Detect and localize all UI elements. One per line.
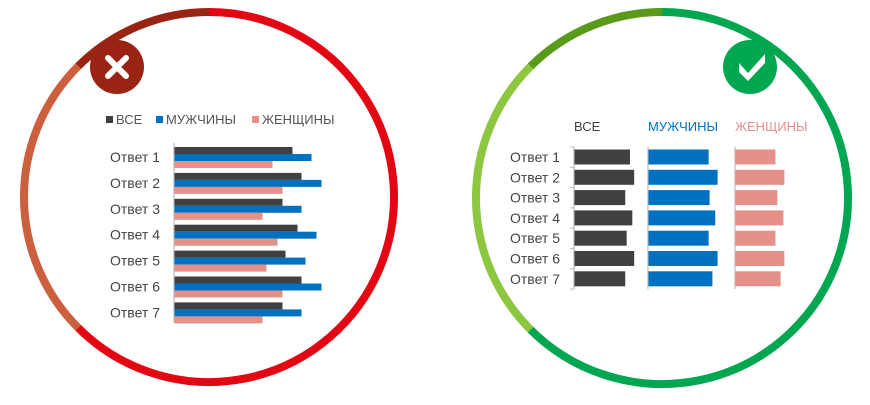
bar bbox=[574, 149, 630, 165]
bar bbox=[174, 309, 302, 317]
category-label: Ответ 2 bbox=[110, 175, 160, 191]
bar bbox=[174, 154, 312, 161]
bad-ring-segment-left bbox=[20, 63, 82, 331]
bar bbox=[574, 230, 627, 246]
bar bbox=[174, 147, 293, 154]
bar bbox=[648, 190, 710, 206]
category-label: Ответ 6 bbox=[110, 279, 160, 295]
category-label: Ответ 6 bbox=[510, 251, 560, 267]
bar bbox=[648, 210, 716, 226]
good-ring-segment-main bbox=[527, 8, 852, 388]
bad-ring-segment-main bbox=[75, 8, 398, 386]
bar bbox=[174, 316, 263, 324]
legend-swatch bbox=[106, 116, 113, 123]
bar bbox=[174, 231, 317, 239]
bar bbox=[174, 224, 298, 232]
bar bbox=[574, 210, 633, 226]
bar bbox=[174, 302, 283, 310]
bad-example-panel: ВСЕ МУЖЧИНЫ ЖЕНЩИНЫ Ответ 1 Ответ 2 Ответ 3 От… bbox=[20, 8, 398, 386]
column-header: ВСЕ bbox=[574, 119, 601, 134]
bar bbox=[574, 190, 626, 206]
good-ring-segment-top bbox=[527, 8, 663, 70]
check-badge bbox=[723, 40, 777, 94]
column-header: ЖЕНЩИНЫ bbox=[735, 119, 808, 134]
bar bbox=[174, 276, 302, 284]
bar bbox=[174, 205, 302, 213]
bar bbox=[648, 251, 718, 266]
bar bbox=[174, 290, 283, 298]
category-label: Ответ 7 bbox=[510, 271, 560, 287]
category-label: Ответ 4 bbox=[110, 227, 160, 243]
category-label: Ответ 5 bbox=[510, 230, 560, 246]
bar bbox=[735, 271, 781, 287]
bar bbox=[735, 230, 776, 246]
bar bbox=[174, 257, 306, 265]
bar bbox=[648, 169, 718, 185]
good-example-panel: ВСЕ МУЖЧИНЫ ЖЕНЩИНЫ Ответ 1 Ответ 2 Ответ 3 От… bbox=[472, 8, 852, 388]
category-label: Ответ 2 bbox=[510, 169, 560, 185]
bar bbox=[648, 230, 709, 246]
bar bbox=[735, 149, 776, 165]
bar bbox=[174, 212, 263, 220]
bar bbox=[174, 179, 322, 187]
category-label: Ответ 1 bbox=[110, 149, 160, 165]
check-mark-icon bbox=[739, 54, 765, 81]
bar bbox=[574, 169, 635, 185]
category-label: Ответ 7 bbox=[110, 304, 160, 320]
bar bbox=[174, 238, 278, 246]
bar bbox=[648, 149, 709, 165]
column-header: МУЖЧИНЫ bbox=[648, 119, 718, 134]
bar bbox=[648, 271, 713, 287]
bar bbox=[174, 198, 283, 206]
bar bbox=[735, 169, 785, 185]
legend-label: ЖЕНЩИНЫ bbox=[262, 112, 335, 127]
bar bbox=[174, 250, 286, 258]
legend-swatch bbox=[252, 116, 259, 123]
category-label: Ответ 3 bbox=[110, 201, 160, 217]
legend-label: ВСЕ bbox=[116, 112, 143, 127]
bar bbox=[574, 271, 626, 287]
bar bbox=[735, 251, 785, 266]
bar bbox=[174, 264, 267, 272]
bar bbox=[735, 210, 784, 226]
bar bbox=[174, 172, 302, 180]
bad-ring-segment-top bbox=[75, 8, 210, 70]
category-label: Ответ 5 bbox=[110, 253, 160, 269]
good-ring-segment-left bbox=[472, 63, 534, 333]
bar bbox=[174, 186, 283, 194]
bar bbox=[174, 161, 273, 168]
legend-swatch bbox=[156, 116, 163, 123]
category-label: Ответ 4 bbox=[510, 210, 560, 226]
x-stroke bbox=[105, 55, 129, 79]
bar bbox=[735, 190, 778, 206]
category-label: Ответ 1 bbox=[510, 149, 560, 165]
bar bbox=[574, 251, 635, 266]
bar bbox=[174, 283, 322, 291]
legend-label: МУЖЧИНЫ bbox=[166, 112, 236, 127]
category-label: Ответ 3 bbox=[510, 190, 560, 206]
x-mark-icon bbox=[105, 55, 129, 79]
